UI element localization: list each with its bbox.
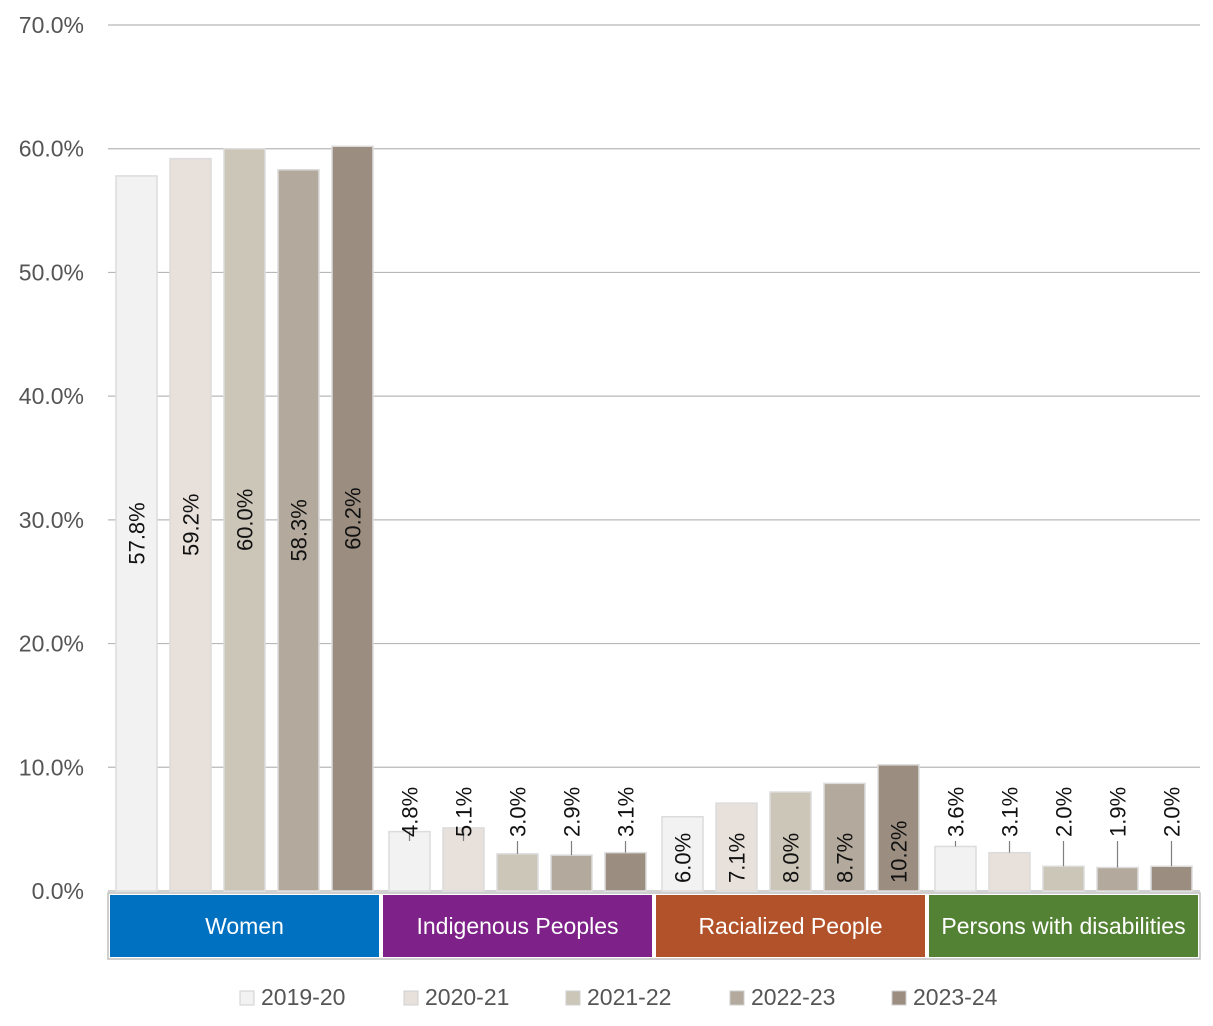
bar (550, 854, 593, 892)
legend-swatch (565, 990, 581, 1006)
y-axis-tick-labels: 0.0% 10.0% 20.0% 30.0% 40.0% 50.0% 60.0% 70.0% (19, 12, 84, 904)
gridlines (108, 24, 1200, 892)
data-label: 1.9% (1106, 787, 1131, 837)
bar (223, 147, 266, 892)
legend-label: 2020-21 (425, 984, 509, 1010)
legend-label: 2019-20 (261, 984, 345, 1010)
y-tick-label: 20.0% (19, 631, 84, 657)
legend: 2019-20 2020-21 2021-22 2022-23 2023-24 (239, 984, 998, 1010)
category-label: Racialized People (698, 913, 882, 939)
data-label: 2.9% (560, 787, 585, 837)
data-label: 3.0% (506, 787, 531, 837)
legend-swatch (403, 990, 419, 1006)
y-tick-label: 40.0% (19, 383, 84, 409)
legend-label: 2022-23 (751, 984, 835, 1010)
y-tick-label: 70.0% (19, 12, 84, 38)
bar-group (115, 145, 1193, 892)
bar (331, 145, 374, 892)
data-label: 58.3% (287, 499, 312, 561)
data-labels: 57.8% 59.2% 60.0% 58.3% 60.2% 4.8% 5.1% 3.0% 2.9… (125, 487, 1185, 883)
category-label: Women (205, 913, 284, 939)
bar (769, 791, 812, 892)
category-label: Persons with disabilities (941, 913, 1185, 939)
bar (277, 168, 320, 892)
category-band-frame (107, 892, 1201, 960)
legend-swatch (891, 990, 907, 1006)
category-label: Indigenous Peoples (416, 913, 618, 939)
legend-item: 2019-20 (239, 984, 345, 1010)
data-label: 7.1% (725, 833, 750, 883)
bar (1150, 865, 1193, 892)
leader-lines (408, 827, 1173, 868)
y-tick-label: 50.0% (19, 259, 84, 285)
legend-swatch (239, 990, 255, 1006)
bar (877, 764, 920, 892)
legend-item: 2022-23 (729, 984, 835, 1010)
y-tick-label: 0.0% (32, 878, 84, 904)
bar (1096, 866, 1139, 892)
category-band (929, 895, 1198, 957)
bar (934, 845, 977, 892)
category-bands: Women Indigenous Peoples Racialized People… (107, 892, 1201, 960)
bar (496, 853, 539, 892)
data-label: 8.7% (833, 833, 858, 883)
legend-item: 2020-21 (403, 984, 509, 1010)
data-label: 2.0% (1052, 787, 1077, 837)
data-label: 60.2% (341, 487, 366, 549)
bar (1042, 865, 1085, 892)
y-tick-label: 30.0% (19, 507, 84, 533)
legend-item: 2023-24 (891, 984, 998, 1010)
category-band (656, 895, 925, 957)
data-label: 2.0% (1160, 787, 1185, 837)
data-label: 5.1% (452, 787, 477, 837)
bar (169, 157, 212, 892)
data-label: 3.1% (614, 787, 639, 837)
legend-label: 2023-24 (913, 984, 998, 1010)
category-band (110, 895, 379, 957)
data-label: 3.6% (944, 787, 969, 837)
bar (661, 816, 704, 892)
data-label: 8.0% (779, 833, 804, 883)
bar (988, 851, 1031, 892)
data-label: 6.0% (671, 833, 696, 883)
legend-swatch (729, 990, 745, 1006)
category-band (383, 895, 652, 957)
legend-label: 2021-22 (587, 984, 671, 1010)
data-label: 59.2% (179, 494, 204, 556)
bar (823, 782, 866, 892)
legend-item: 2021-22 (565, 984, 671, 1010)
data-label: 10.2% (887, 821, 912, 883)
y-tick-label: 10.0% (19, 754, 84, 780)
data-label: 4.8% (398, 787, 423, 837)
data-label: 60.0% (233, 489, 258, 551)
data-label: 3.1% (998, 787, 1023, 837)
data-label: 57.8% (125, 502, 150, 564)
bar (604, 851, 647, 892)
y-tick-label: 60.0% (19, 136, 84, 162)
bar (115, 175, 158, 892)
bar (715, 802, 758, 892)
